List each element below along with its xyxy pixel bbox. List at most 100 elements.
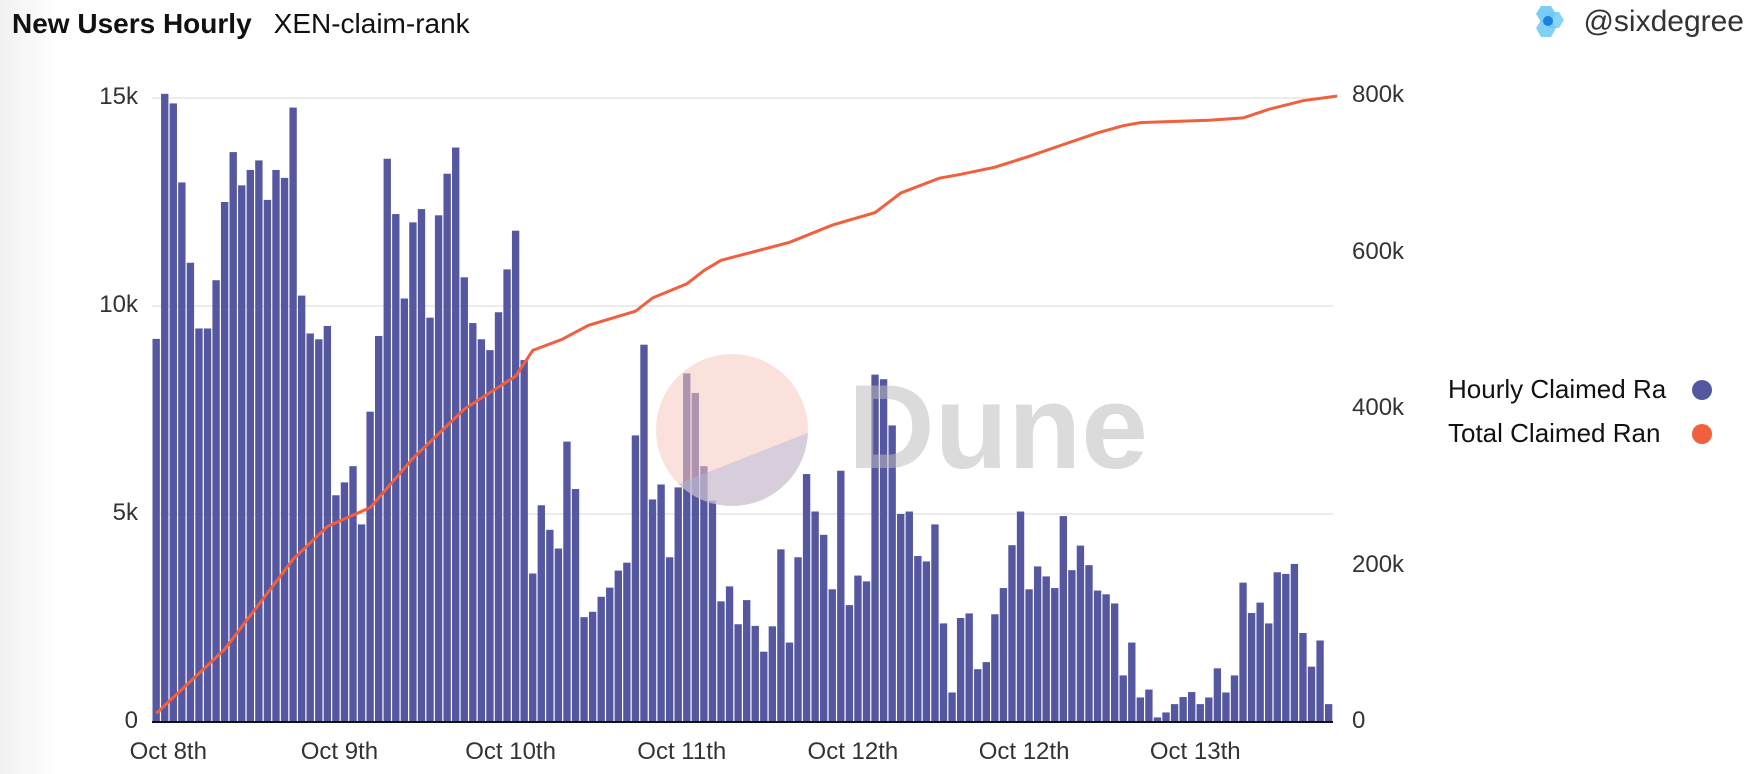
hourly-bar[interactable] [392,214,400,722]
hourly-bar[interactable] [1068,570,1076,722]
hourly-bar[interactable] [1299,632,1307,722]
hourly-bar[interactable] [186,262,195,722]
hourly-bar[interactable] [785,642,794,722]
hourly-bar[interactable] [1256,602,1264,722]
hourly-bar[interactable] [212,280,220,722]
hourly-bar[interactable] [674,487,682,722]
hourly-bar[interactable] [152,338,160,722]
hourly-bar[interactable] [494,312,503,722]
hourly-bar[interactable] [357,524,366,722]
hourly-bar[interactable] [1136,697,1145,722]
hourly-bar[interactable] [323,325,332,722]
hourly-bar[interactable] [434,215,443,722]
hourly-bar[interactable] [1033,566,1042,722]
hourly-bar[interactable] [879,379,888,722]
hourly-bar[interactable] [1076,545,1085,722]
hourly-bar[interactable] [554,548,563,722]
hourly-bar[interactable] [349,466,357,722]
hourly-bar[interactable] [820,534,828,722]
hourly-bar[interactable] [760,651,768,722]
hourly-bar[interactable] [1085,565,1093,722]
hourly-bar[interactable] [315,339,323,722]
hourly-bar[interactable] [948,692,956,722]
hourly-bar[interactable] [939,623,948,722]
hourly-bar[interactable] [623,562,631,722]
hourly-bar[interactable] [477,339,486,722]
hourly-bar[interactable] [1042,576,1050,722]
hourly-bar[interactable] [1153,717,1162,722]
hourly-bar[interactable] [665,557,674,722]
hourly-bar[interactable] [272,169,280,722]
hourly-bar[interactable] [1170,704,1179,722]
hourly-bar[interactable] [246,169,254,722]
hourly-bar[interactable] [306,333,314,722]
hourly-bar[interactable] [854,575,862,722]
hourly-bar[interactable] [203,328,212,722]
hourly-bar[interactable] [1162,712,1170,722]
hourly-bar[interactable] [700,466,708,722]
hourly-bar[interactable] [511,230,520,723]
hourly-bar[interactable] [409,222,417,722]
hourly-bar[interactable] [1059,516,1068,722]
hourly-bar[interactable] [383,158,391,723]
hourly-bar[interactable] [220,202,229,722]
hourly-bar[interactable] [580,617,588,722]
legend-item-total[interactable]: Total Claimed Ran [1448,418,1712,449]
hourly-bar[interactable] [503,269,511,722]
hourly-bar[interactable] [1222,692,1230,722]
hourly-bar[interactable] [1008,545,1016,722]
hourly-bar[interactable] [1179,697,1187,722]
hourly-bar[interactable] [563,441,571,722]
hourly-bar[interactable] [1205,697,1213,722]
hourly-bar[interactable] [340,482,349,722]
hourly-bar[interactable] [1093,590,1102,722]
hourly-bar[interactable] [1247,613,1256,722]
hourly-bar[interactable] [1316,640,1324,722]
hourly-bar[interactable] [862,581,871,722]
hourly-bar[interactable] [1102,594,1110,722]
hourly-bar[interactable] [657,484,665,722]
hourly-bar[interactable] [1025,589,1033,722]
hourly-bar[interactable] [1239,582,1247,722]
hourly-bar[interactable] [743,600,751,722]
hourly-bar[interactable] [486,350,494,722]
hourly-bar[interactable] [443,173,451,722]
hourly-bar[interactable] [400,298,409,722]
hourly-bar[interactable] [683,373,691,722]
hourly-bar[interactable] [837,470,845,722]
hourly-bar[interactable] [169,103,177,722]
hourly-bar[interactable] [648,499,657,722]
hourly-bar[interactable] [888,425,896,722]
hourly-bar[interactable] [332,495,340,722]
hourly-bar[interactable] [1196,704,1204,722]
hourly-bar[interactable] [982,662,990,722]
hourly-bar[interactable] [161,93,169,723]
hourly-bar[interactable] [1307,666,1316,722]
hourly-bar[interactable] [965,613,973,722]
query-name[interactable]: XEN-claim-rank [273,8,470,39]
hourly-bar[interactable] [588,611,597,722]
hourly-bar[interactable] [914,556,922,722]
hourly-bar[interactable] [640,344,648,722]
hourly-bar[interactable] [974,669,982,722]
hourly-bar[interactable] [1282,573,1290,722]
hourly-bar[interactable] [614,570,622,722]
hourly-bar[interactable] [845,605,854,722]
hourly-bar[interactable] [1016,511,1025,722]
hourly-bar[interactable] [897,514,905,722]
hourly-bar[interactable] [469,323,477,722]
hourly-bar[interactable] [426,317,434,722]
hourly-bar[interactable] [1324,704,1333,722]
hourly-bar[interactable] [178,182,186,722]
hourly-bar[interactable] [1145,689,1153,722]
hourly-bar[interactable] [537,505,545,722]
hourly-bar[interactable] [546,529,554,722]
hourly-bar[interactable] [238,185,246,723]
hourly-bar[interactable] [1290,563,1299,722]
hourly-bar[interactable] [297,295,306,722]
hourly-bar[interactable] [263,199,272,723]
hourly-bar[interactable] [922,561,931,722]
hourly-bar[interactable] [571,489,580,722]
hourly-bar[interactable] [280,177,289,722]
hourly-bar[interactable] [734,624,742,722]
